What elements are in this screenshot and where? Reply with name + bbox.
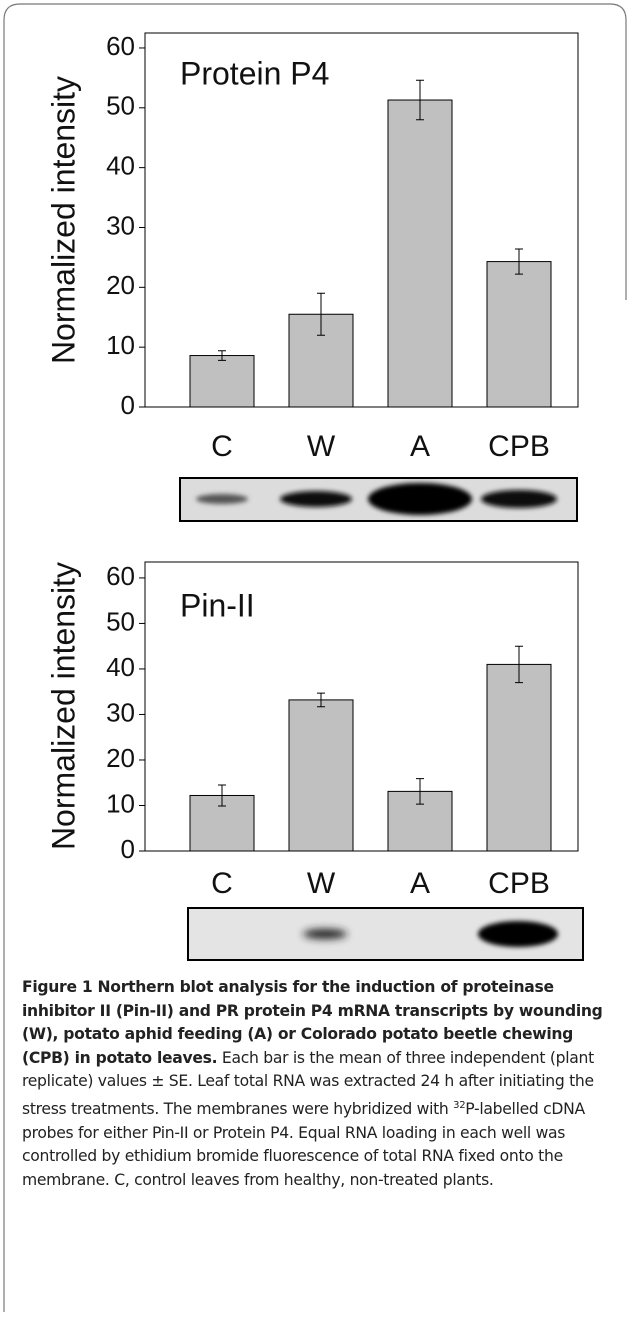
y-tick-label: 50 (106, 606, 135, 636)
x-tick-label: C (211, 867, 233, 900)
blot-image (188, 908, 583, 960)
x-tick-label: CPB (488, 867, 550, 900)
bar (388, 100, 452, 407)
y-tick-label: 0 (121, 390, 135, 420)
y-tick-label: 60 (106, 31, 135, 61)
y-tick-label: 10 (106, 330, 135, 360)
chart-title: Protein P4 (180, 55, 329, 91)
bar (190, 356, 254, 407)
y-tick-label: 50 (106, 91, 135, 121)
page: {"chart_data": [ {"type": "bar", "title"… (0, 0, 629, 1322)
y-tick-label: 60 (106, 561, 135, 591)
bar (487, 664, 551, 851)
bar (487, 262, 551, 407)
y-tick-label: 0 (121, 834, 135, 864)
y-tick-label: 40 (106, 652, 135, 682)
x-tick-label: W (307, 430, 336, 463)
x-tick-label: A (410, 867, 430, 900)
blot-image (180, 478, 577, 521)
y-tick-label: 40 (106, 151, 135, 181)
y-tick-label: 20 (106, 270, 135, 300)
x-tick-label: A (410, 430, 430, 463)
y-tick-label: 20 (106, 743, 135, 773)
x-tick-label: W (307, 867, 336, 900)
figure-caption: Figure 1 Northern blot analysis for the … (22, 976, 618, 1193)
x-tick-label: CPB (488, 430, 550, 463)
y-tick-label: 30 (106, 697, 135, 727)
y-axis-label: Normalized intensity (45, 562, 81, 850)
y-tick-label: 30 (106, 210, 135, 240)
bar (289, 700, 353, 851)
x-tick-label: C (211, 430, 233, 463)
chart-title: Pin-II (180, 587, 255, 623)
caption-sup: 32 (453, 1100, 465, 1111)
y-tick-label: 10 (106, 788, 135, 818)
y-axis-label: Normalized intensity (45, 76, 81, 364)
